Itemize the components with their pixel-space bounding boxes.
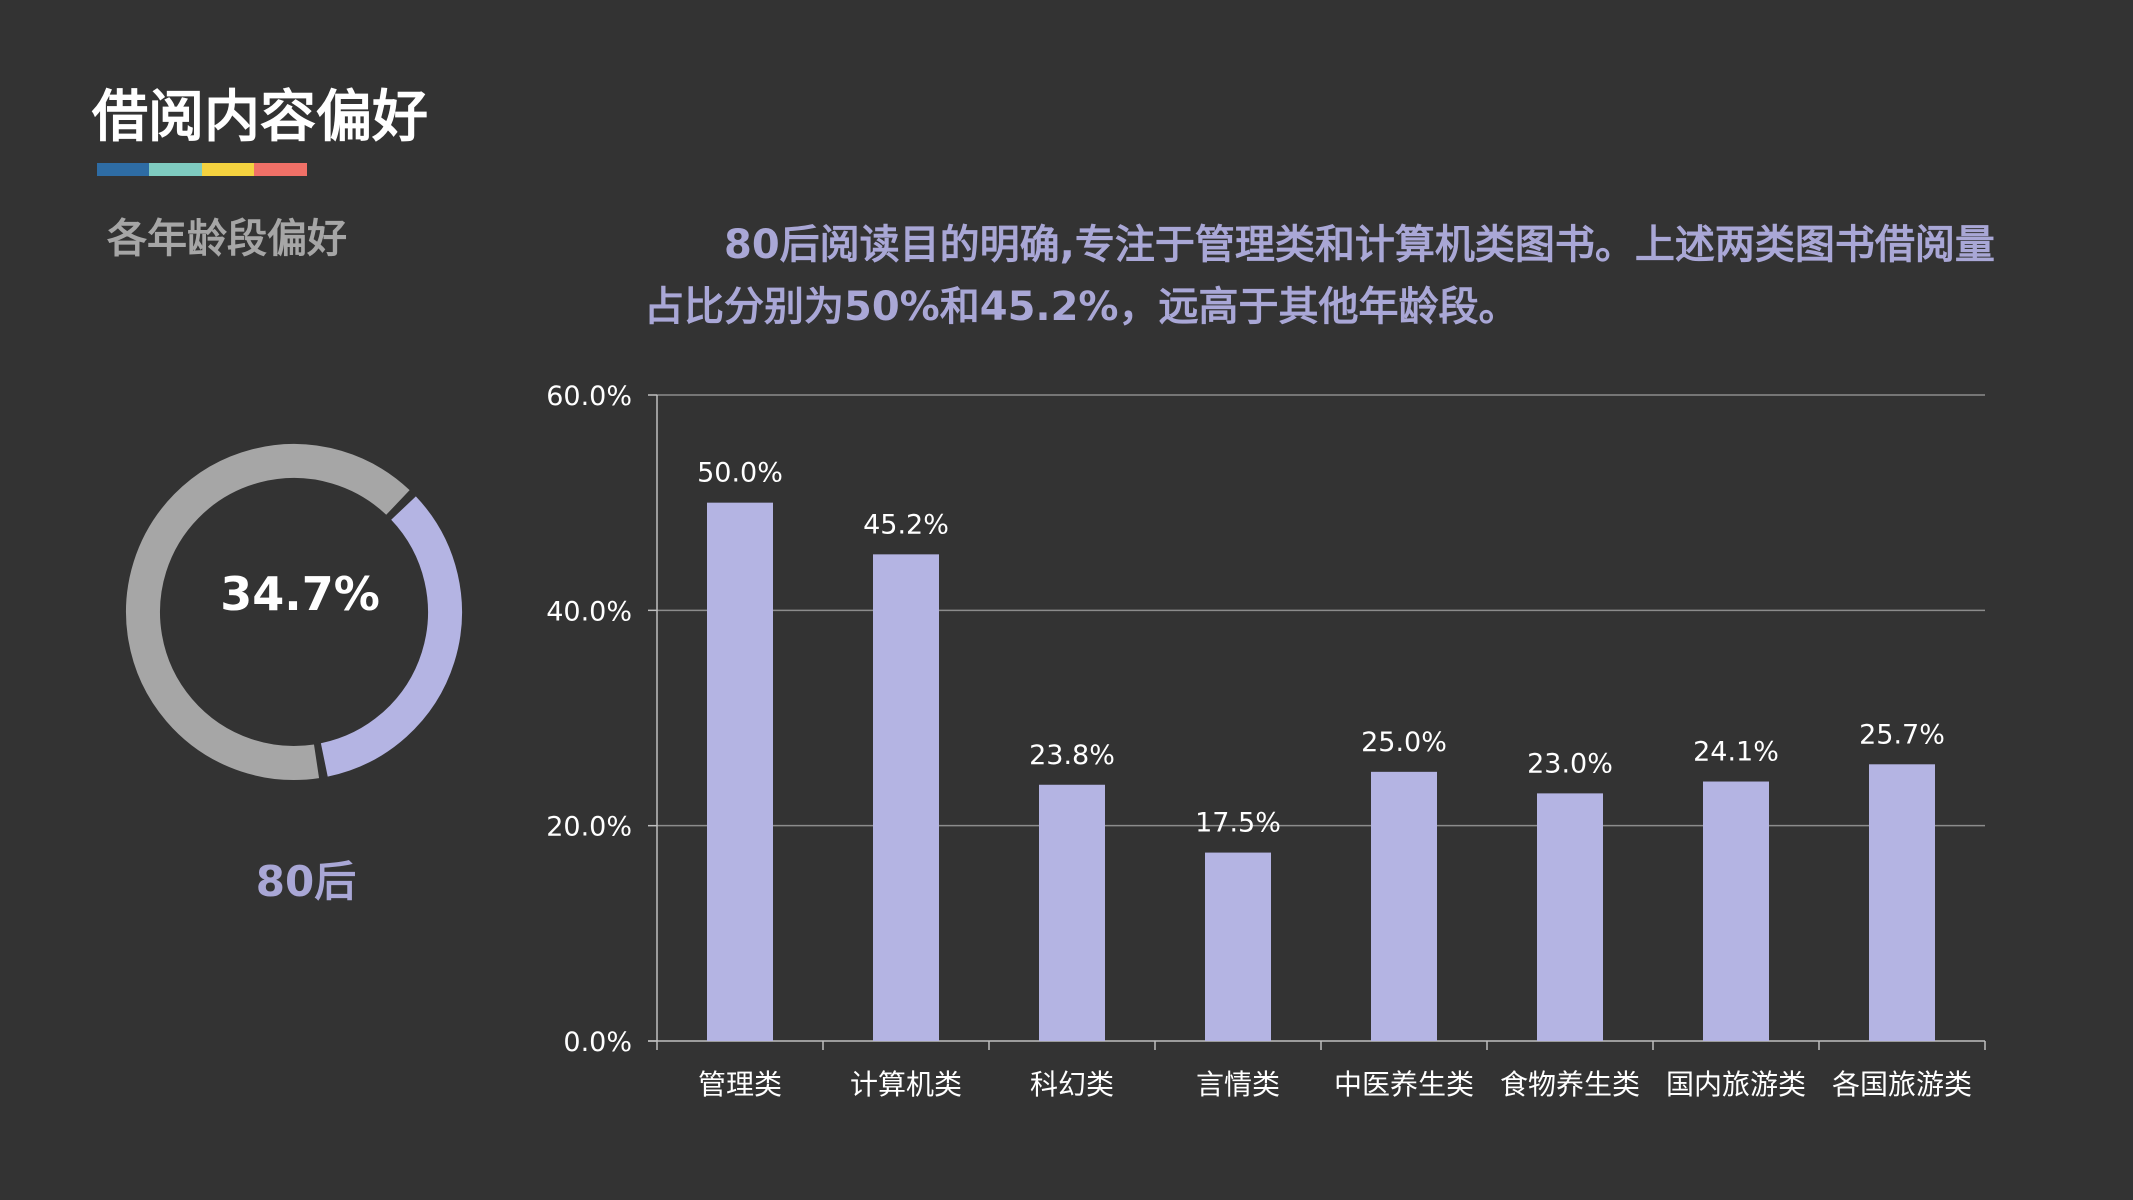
section-subtitle: 各年龄段偏好 <box>107 216 347 262</box>
data-label: 23.8% <box>1029 740 1115 771</box>
bar-6 <box>1537 793 1603 1041</box>
x-tick-label: 计算机类 <box>850 1068 962 1101</box>
donut-group-label: 80后 <box>255 857 357 906</box>
x-tick-label: 言情类 <box>1196 1068 1280 1101</box>
x-tick-label: 各国旅游类 <box>1832 1068 1972 1101</box>
donut-chart <box>126 444 462 780</box>
bar-7 <box>1703 781 1769 1041</box>
color-stripe-2 <box>149 163 202 176</box>
bar-2 <box>873 554 939 1041</box>
y-tick-label: 0.0% <box>563 1027 632 1058</box>
data-label: 24.1% <box>1693 737 1779 768</box>
data-label: 45.2% <box>863 509 949 540</box>
x-tick-label: 科幻类 <box>1030 1068 1114 1101</box>
color-stripe-1 <box>97 163 149 176</box>
bar-5 <box>1371 771 1437 1041</box>
page-title: 借阅内容偏好 <box>92 85 428 150</box>
bar-3 <box>1039 784 1105 1041</box>
x-tick-label: 管理类 <box>698 1068 782 1101</box>
y-tick-label: 40.0% <box>546 596 632 627</box>
bar-1 <box>707 502 773 1042</box>
donut-highlight-arc <box>320 496 462 777</box>
donut-rest-arc <box>126 444 410 780</box>
y-tick-label: 60.0% <box>546 381 632 412</box>
y-tick-label: 20.0% <box>546 812 632 843</box>
donut-value: 34.7% <box>220 567 380 621</box>
data-label: 23.0% <box>1527 748 1613 779</box>
x-tick-label: 中医养生类 <box>1334 1068 1474 1101</box>
bar-4 <box>1205 852 1271 1041</box>
color-stripe-3 <box>202 163 254 176</box>
color-stripe-4 <box>254 163 307 176</box>
data-label: 17.5% <box>1195 808 1281 839</box>
bar-8 <box>1869 764 1935 1041</box>
chart-description: 80后阅读目的明确,专注于管理类和计算机类图书。上述两类图书借阅量占比分别为50… <box>644 222 1995 330</box>
x-tick-label: 国内旅游类 <box>1666 1068 1806 1101</box>
data-label: 50.0% <box>697 458 783 489</box>
data-label: 25.0% <box>1361 727 1447 758</box>
data-label: 25.7% <box>1859 719 1945 750</box>
x-tick-label: 食物养生类 <box>1500 1068 1640 1101</box>
